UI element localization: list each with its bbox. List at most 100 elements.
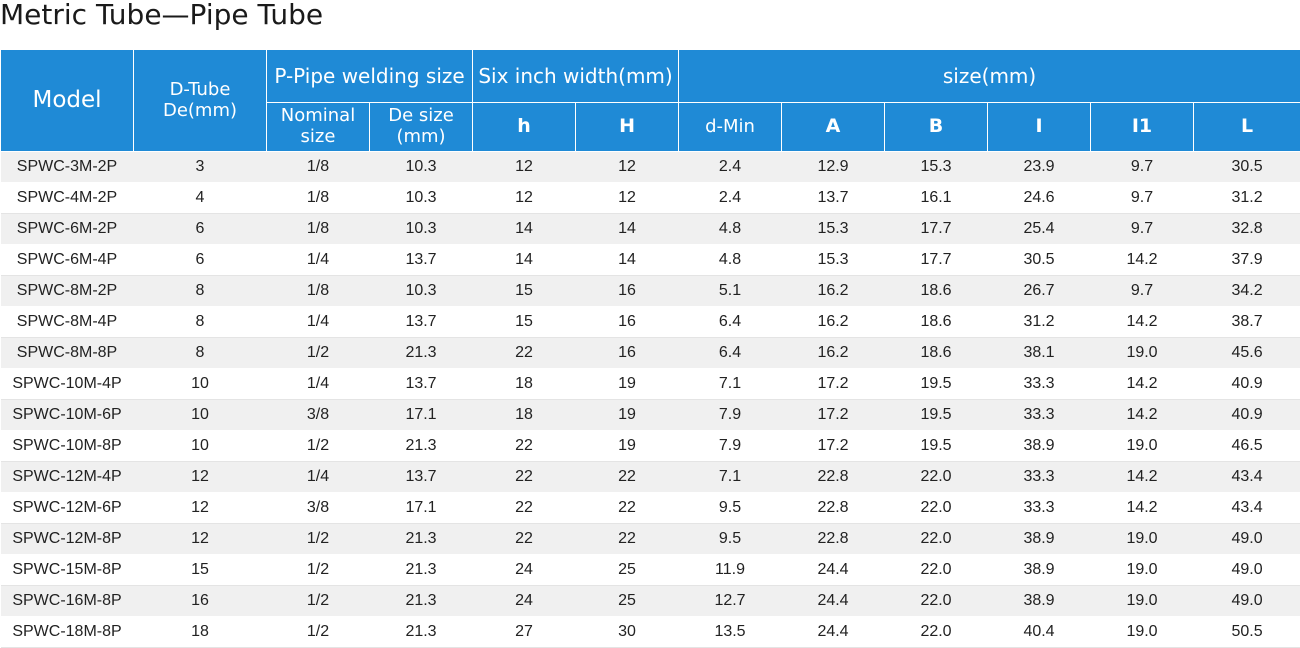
cell-a: 22.8 [782,493,885,524]
cell-d-tube: 10 [134,431,267,462]
cell-d-min: 4.8 [679,214,782,245]
cell-h-small: 15 [473,307,576,338]
cell-h-large: 16 [576,338,679,369]
cell-h-large: 19 [576,369,679,400]
cell-d-min: 4.8 [679,245,782,276]
cell-i: 33.3 [988,400,1091,431]
cell-de-size: 13.7 [370,245,473,276]
cell-l: 34.2 [1194,276,1300,307]
cell-de-size: 21.3 [370,524,473,555]
cell-l: 49.0 [1194,586,1300,617]
cell-nominal-size: 1/2 [267,617,370,648]
cell-nominal-size: 1/2 [267,431,370,462]
cell-i1: 14.2 [1091,245,1194,276]
cell-nominal-size: 1/4 [267,245,370,276]
cell-i1: 9.7 [1091,276,1194,307]
cell-model: SPWC-8M-4P [1,307,134,338]
cell-h-large: 25 [576,555,679,586]
cell-b: 17.7 [885,214,988,245]
cell-de-size: 17.1 [370,400,473,431]
cell-i1: 14.2 [1091,400,1194,431]
cell-i1: 9.7 [1091,214,1194,245]
cell-nominal-size: 1/4 [267,462,370,493]
cell-d-min: 2.4 [679,152,782,183]
cell-d-tube: 12 [134,493,267,524]
cell-model: SPWC-6M-2P [1,214,134,245]
spec-table: Model D-Tube De(mm) P-Pipe welding size … [0,49,1300,648]
header-six-inch-width: Six inch width(mm) [473,50,679,103]
cell-d-min: 7.9 [679,400,782,431]
cell-b: 15.3 [885,152,988,183]
cell-a: 12.9 [782,152,885,183]
cell-i: 33.3 [988,462,1091,493]
cell-i1: 19.0 [1091,617,1194,648]
cell-model: SPWC-10M-4P [1,369,134,400]
cell-h-large: 22 [576,493,679,524]
table-header: Model D-Tube De(mm) P-Pipe welding size … [1,50,1300,152]
cell-h-small: 12 [473,152,576,183]
cell-de-size: 10.3 [370,183,473,214]
cell-a: 17.2 [782,400,885,431]
cell-d-tube: 4 [134,183,267,214]
cell-d-min: 7.1 [679,462,782,493]
cell-i1: 14.2 [1091,493,1194,524]
cell-a: 17.2 [782,431,885,462]
header-i1: I1 [1091,103,1194,152]
cell-i: 33.3 [988,369,1091,400]
cell-model: SPWC-18M-8P [1,617,134,648]
header-d-tube: D-Tube De(mm) [134,50,267,152]
cell-nominal-size: 1/8 [267,183,370,214]
cell-model: SPWC-8M-2P [1,276,134,307]
cell-h-small: 15 [473,276,576,307]
cell-i: 38.1 [988,338,1091,369]
cell-de-size: 10.3 [370,214,473,245]
cell-i: 33.3 [988,493,1091,524]
cell-d-tube: 6 [134,245,267,276]
cell-h-large: 12 [576,183,679,214]
header-de-size: De size (mm) [370,103,473,152]
cell-de-size: 21.3 [370,555,473,586]
cell-d-min: 13.5 [679,617,782,648]
cell-de-size: 13.7 [370,307,473,338]
cell-h-large: 12 [576,152,679,183]
cell-d-min: 9.5 [679,524,782,555]
cell-nominal-size: 1/8 [267,214,370,245]
cell-a: 15.3 [782,245,885,276]
cell-nominal-size: 1/2 [267,338,370,369]
cell-l: 49.0 [1194,555,1300,586]
header-model: Model [1,50,134,152]
cell-b: 18.6 [885,338,988,369]
cell-de-size: 21.3 [370,617,473,648]
cell-h-small: 18 [473,400,576,431]
cell-h-small: 22 [473,462,576,493]
cell-nominal-size: 1/4 [267,369,370,400]
cell-d-min: 2.4 [679,183,782,214]
cell-l: 50.5 [1194,617,1300,648]
cell-d-tube: 8 [134,276,267,307]
cell-model: SPWC-12M-6P [1,493,134,524]
cell-nominal-size: 1/8 [267,276,370,307]
cell-d-min: 7.9 [679,431,782,462]
cell-d-tube: 12 [134,524,267,555]
cell-l: 37.9 [1194,245,1300,276]
cell-l: 32.8 [1194,214,1300,245]
cell-b: 22.0 [885,462,988,493]
cell-nominal-size: 1/2 [267,586,370,617]
cell-h-large: 16 [576,307,679,338]
cell-h-small: 27 [473,617,576,648]
cell-l: 30.5 [1194,152,1300,183]
cell-nominal-size: 3/8 [267,400,370,431]
cell-l: 40.9 [1194,369,1300,400]
cell-d-tube: 6 [134,214,267,245]
header-b: B [885,103,988,152]
header-p-pipe-welding-size: P-Pipe welding size [267,50,473,103]
cell-i1: 14.2 [1091,307,1194,338]
cell-l: 40.9 [1194,400,1300,431]
cell-i: 23.9 [988,152,1091,183]
